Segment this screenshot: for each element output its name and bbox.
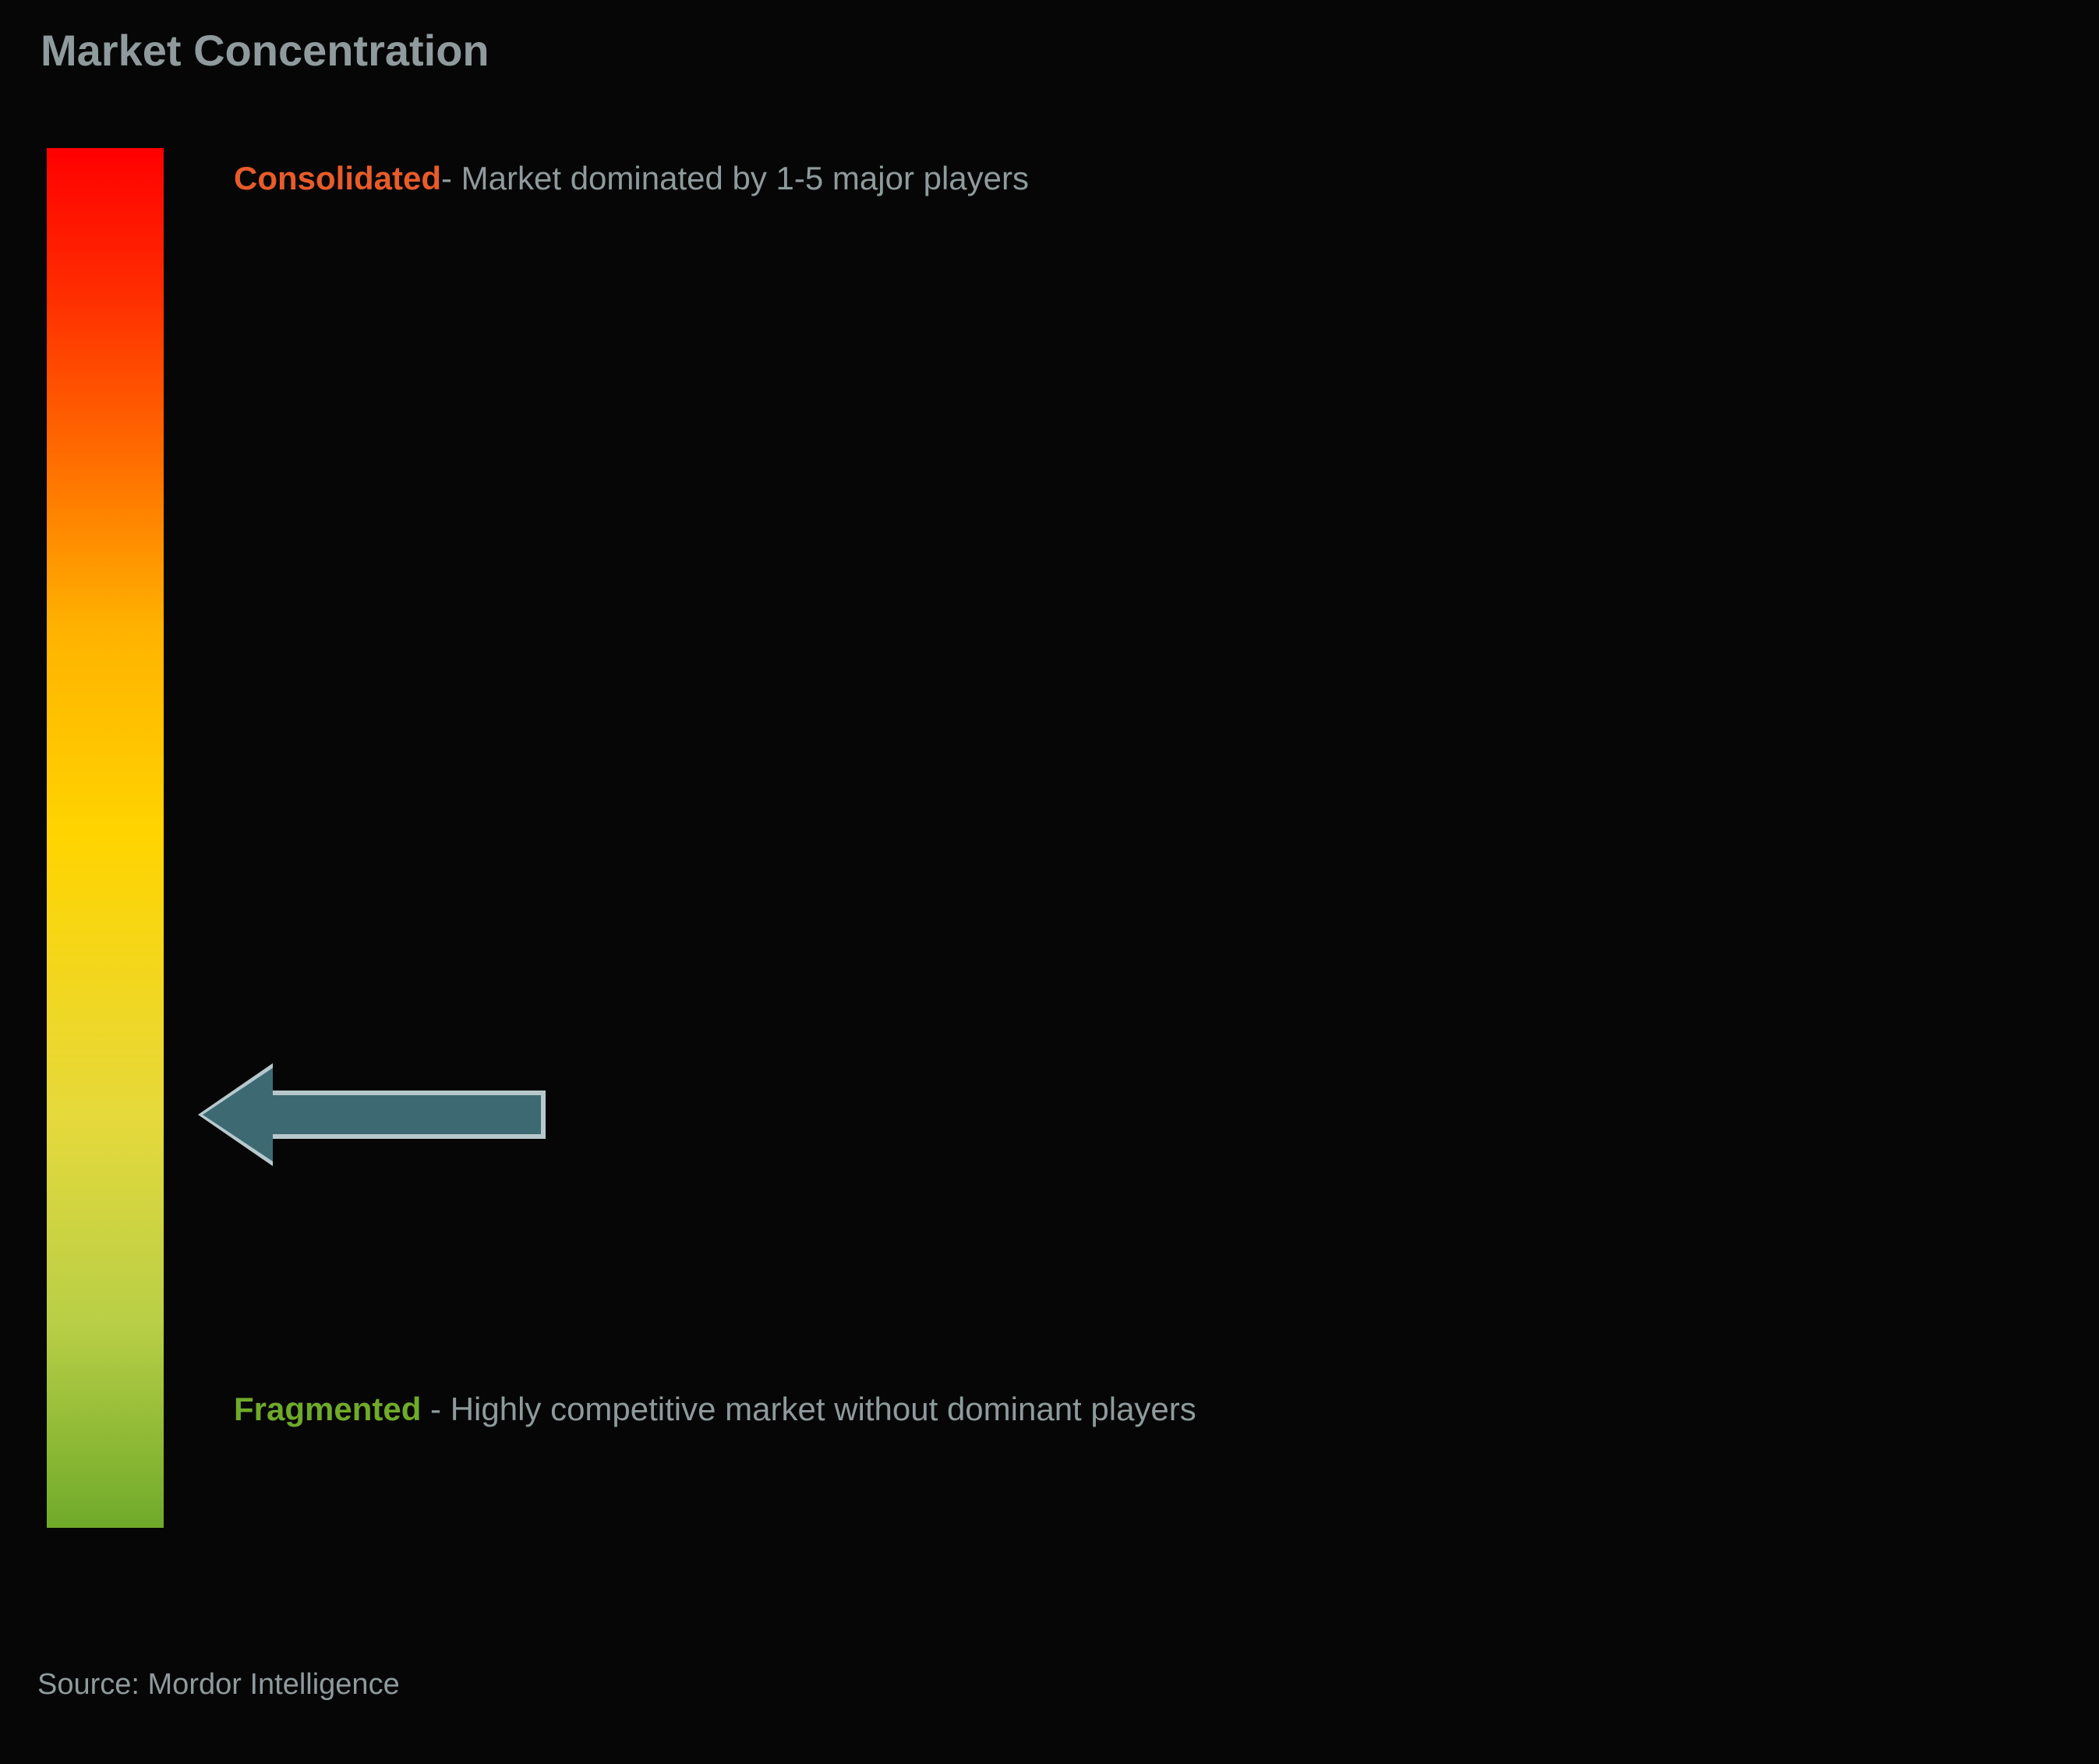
fragmented-key: Fragmented bbox=[234, 1391, 421, 1427]
arrow-shaft bbox=[273, 1091, 546, 1139]
consolidated-key: Consolidated bbox=[234, 160, 441, 196]
fragmented-label: Fragmented - Highly competitive market w… bbox=[234, 1372, 1403, 1447]
consolidated-label: Consolidated- Market dominated by 1-5 ma… bbox=[234, 154, 1029, 203]
figure-title: Market Concentration bbox=[41, 25, 489, 76]
consolidated-description: - Market dominated by 1-5 major players bbox=[441, 160, 1029, 196]
source-label: Source: bbox=[37, 1668, 148, 1701]
market-concentration-figure: Market Concentration Consolidated- Marke… bbox=[0, 0, 2099, 1764]
concentration-gradient-bar bbox=[47, 148, 164, 1528]
figure-source: Source: Mordor Intelligence bbox=[37, 1668, 400, 1702]
position-indicator-arrow bbox=[203, 1068, 546, 1161]
fragmented-description: - Highly competitive market without domi… bbox=[421, 1391, 1196, 1427]
source-value: Mordor Intelligence bbox=[148, 1668, 400, 1701]
arrow-head-icon bbox=[203, 1068, 273, 1161]
